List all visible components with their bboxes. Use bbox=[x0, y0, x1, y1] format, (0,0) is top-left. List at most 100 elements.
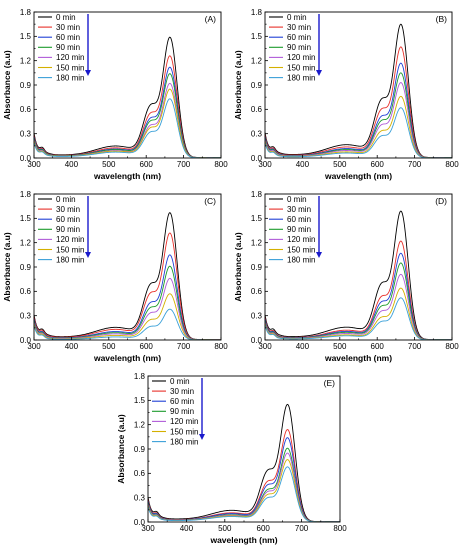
trend-arrow-head-icon bbox=[316, 252, 322, 258]
series-line-0-min bbox=[264, 210, 452, 341]
x-axis-label: wavelength (nm) bbox=[324, 353, 392, 363]
y-tick-label: 0.0 bbox=[134, 518, 146, 527]
legend-entry: 90 min bbox=[287, 225, 311, 234]
x-axis-label: wavelength (nm) bbox=[209, 535, 277, 545]
y-tick-label: 0.6 bbox=[251, 105, 263, 114]
y-tick-label: 1.8 bbox=[251, 190, 263, 199]
x-tick-label: 800 bbox=[445, 160, 459, 169]
y-tick-label: 0.9 bbox=[251, 81, 263, 90]
x-tick-label: 300 bbox=[27, 160, 41, 169]
y-tick-label: 0.9 bbox=[134, 445, 146, 454]
panel-d: 300 400 500 600 700 800 0.0 0.3 0.6 0.9 1.2 1.5 1.8 w… bbox=[233, 190, 459, 363]
trend-arrow-head-icon bbox=[85, 70, 91, 76]
y-tick-label: 1.5 bbox=[251, 32, 263, 41]
x-tick-label: 600 bbox=[140, 342, 154, 351]
legend-entry: 120 min bbox=[170, 417, 198, 426]
legend-entry: 120 min bbox=[56, 235, 84, 244]
legend-entry: 180 min bbox=[170, 437, 198, 446]
legend-entry: 30 min bbox=[287, 205, 311, 214]
y-tick-label: 1.8 bbox=[20, 8, 32, 17]
series-line-90-min bbox=[147, 447, 340, 523]
legend-entry: 90 min bbox=[56, 43, 80, 52]
legend-entry: 30 min bbox=[56, 205, 80, 214]
legend-entry: 0 min bbox=[287, 195, 307, 204]
x-tick-label: 400 bbox=[65, 160, 79, 169]
x-tick-label: 400 bbox=[180, 524, 194, 533]
series-line-60-min bbox=[147, 437, 340, 523]
y-tick-label: 1.2 bbox=[134, 420, 146, 429]
y-axis-label: Absorbance (a.u) bbox=[2, 232, 12, 302]
y-tick-label: 0.3 bbox=[20, 311, 32, 320]
series-line-120-min bbox=[264, 273, 452, 341]
legend-entry: 180 min bbox=[287, 255, 315, 264]
panel-label: (C) bbox=[204, 196, 216, 206]
y-axis-label: Absorbance (a.u) bbox=[2, 50, 12, 120]
y-axis-label: Absorbance (a.u) bbox=[233, 50, 243, 120]
y-tick-label: 0.3 bbox=[251, 311, 263, 320]
x-tick-label: 500 bbox=[102, 160, 116, 169]
x-tick-label: 700 bbox=[408, 160, 422, 169]
series-line-90-min bbox=[33, 73, 221, 159]
y-tick-label: 0.3 bbox=[251, 129, 263, 138]
x-axis-label: wavelength (nm) bbox=[324, 171, 392, 181]
legend-entry: 90 min bbox=[56, 225, 80, 234]
series-line-0-min bbox=[147, 403, 340, 523]
panel-label: (A) bbox=[205, 14, 217, 24]
legend-entry: 150 min bbox=[56, 63, 84, 72]
trend-arrow-head-icon bbox=[316, 70, 322, 76]
y-tick-label: 0.6 bbox=[251, 287, 263, 296]
y-tick-label: 0.9 bbox=[20, 263, 32, 272]
legend-entry: 30 min bbox=[287, 23, 311, 32]
x-axis-label: wavelength (nm) bbox=[93, 353, 161, 363]
x-tick-label: 600 bbox=[257, 524, 271, 533]
legend-entry: 0 min bbox=[170, 377, 190, 386]
x-tick-label: 700 bbox=[177, 342, 191, 351]
x-tick-label: 500 bbox=[333, 160, 347, 169]
series-line-60-min bbox=[33, 254, 221, 341]
x-axis-label: wavelength (nm) bbox=[93, 171, 161, 181]
panel-b: 300 400 500 600 700 800 0.0 0.3 0.6 0.9 1.2 1.5 1.8 w… bbox=[233, 8, 459, 181]
y-tick-label: 1.5 bbox=[251, 214, 263, 223]
x-tick-label: 800 bbox=[445, 342, 459, 351]
y-tick-label: 1.2 bbox=[20, 238, 32, 247]
legend-entry: 0 min bbox=[287, 13, 307, 22]
y-tick-label: 1.5 bbox=[20, 32, 32, 41]
legend-entry: 90 min bbox=[170, 407, 194, 416]
y-tick-label: 1.8 bbox=[20, 190, 32, 199]
legend-entry: 120 min bbox=[56, 53, 84, 62]
legend-entry: 150 min bbox=[56, 245, 84, 254]
y-tick-label: 0.0 bbox=[20, 336, 32, 345]
series-line-60-min bbox=[264, 252, 452, 341]
x-tick-label: 500 bbox=[218, 524, 232, 533]
panel-label: (E) bbox=[324, 378, 336, 388]
series-line-90-min bbox=[264, 72, 452, 159]
legend-entry: 60 min bbox=[287, 215, 311, 224]
legend-entry: 0 min bbox=[56, 13, 76, 22]
series-line-150-min bbox=[264, 95, 452, 159]
y-axis-label: Absorbance (a.u) bbox=[116, 414, 126, 484]
panel-label: (B) bbox=[436, 14, 448, 24]
x-tick-label: 600 bbox=[140, 160, 154, 169]
legend-entry: 120 min bbox=[287, 53, 315, 62]
x-tick-label: 700 bbox=[177, 160, 191, 169]
legend-entry: 150 min bbox=[287, 63, 315, 72]
x-tick-label: 600 bbox=[371, 342, 385, 351]
series-line-180-min bbox=[33, 98, 221, 159]
x-tick-label: 300 bbox=[141, 524, 155, 533]
y-axis-label: Absorbance (a.u) bbox=[233, 232, 243, 302]
trend-arrow-head-icon bbox=[85, 252, 91, 258]
series-line-180-min bbox=[264, 297, 452, 341]
x-tick-label: 400 bbox=[296, 342, 310, 351]
legend-entry: 180 min bbox=[56, 255, 84, 264]
panel-e: 300 400 500 600 700 800 0.0 0.3 0.6 0.9 1.2 1.5 1.8 w… bbox=[116, 372, 347, 545]
legend-entry: 180 min bbox=[56, 73, 84, 82]
legend-entry: 60 min bbox=[56, 33, 80, 42]
y-tick-label: 0.3 bbox=[20, 129, 32, 138]
y-tick-label: 1.8 bbox=[134, 372, 146, 381]
y-tick-label: 0.6 bbox=[20, 287, 32, 296]
x-tick-label: 700 bbox=[295, 524, 309, 533]
x-tick-label: 400 bbox=[65, 342, 79, 351]
x-tick-label: 300 bbox=[27, 342, 41, 351]
y-tick-label: 1.8 bbox=[251, 8, 263, 17]
series-line-180-min bbox=[264, 107, 452, 159]
